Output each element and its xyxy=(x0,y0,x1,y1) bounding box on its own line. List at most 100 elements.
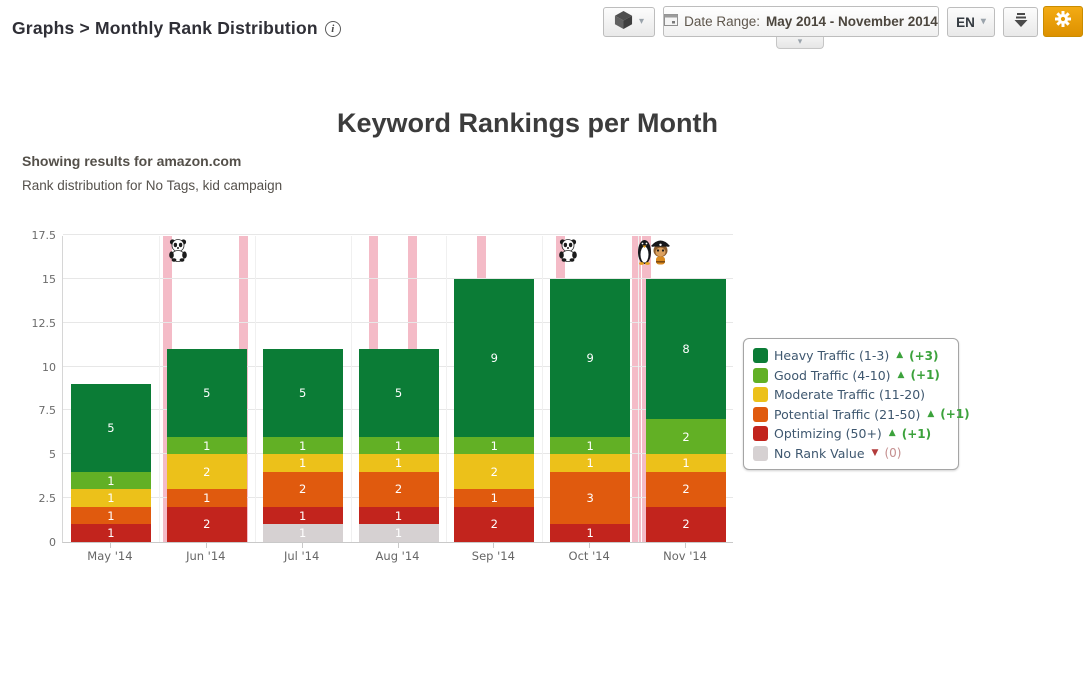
bar-segment-value: 3 xyxy=(586,491,594,506)
bar-segment[interactable]: 1 xyxy=(166,436,247,455)
bar-segment[interactable]: 9 xyxy=(454,278,535,437)
bar-segment-value: 1 xyxy=(107,473,115,488)
bar-segment[interactable]: 5 xyxy=(70,384,151,472)
bar-segment[interactable]: 2 xyxy=(262,471,343,507)
bar-segment-value: 2 xyxy=(682,482,690,497)
x-axis-tick xyxy=(109,543,111,548)
bar-segment[interactable]: 2 xyxy=(454,506,535,542)
x-axis-tick-label: May '14 xyxy=(87,549,133,563)
y-axis-tick-label: 10 xyxy=(42,360,56,374)
bar-segment-value: 1 xyxy=(203,491,211,506)
bar-segment[interactable]: 1 xyxy=(358,436,439,455)
y-axis-tick-label: 15 xyxy=(42,272,56,286)
download-button[interactable] xyxy=(1003,7,1038,37)
bar-segment[interactable]: 1 xyxy=(70,489,151,507)
y-gridline xyxy=(63,234,733,235)
bar-segment-value: 2 xyxy=(682,429,690,444)
x-gridline xyxy=(638,236,640,542)
x-axis-tick xyxy=(397,543,399,548)
bar-segment[interactable]: 1 xyxy=(262,524,343,542)
bar-segment-value: 2 xyxy=(203,464,211,479)
bar-segment[interactable]: 1 xyxy=(262,506,343,525)
modules-button[interactable]: ▾ xyxy=(603,7,655,37)
x-gridline xyxy=(254,236,256,542)
bar-segment[interactable]: 5 xyxy=(358,349,439,437)
bar-segment[interactable]: 1 xyxy=(358,454,439,472)
y-axis-tick-label: 7.5 xyxy=(38,404,57,418)
bar-segment[interactable]: 2 xyxy=(166,454,247,490)
bar-segment[interactable]: 1 xyxy=(70,471,151,490)
bar-segment[interactable]: 1 xyxy=(454,489,535,507)
event-marker-stripe xyxy=(632,236,641,542)
bar-segment[interactable]: 1 xyxy=(166,489,247,507)
trend-down-icon: ▼ xyxy=(871,447,879,458)
bar-segment-value: 9 xyxy=(490,350,498,365)
bar-segment-value: 2 xyxy=(394,482,403,497)
trend-up-icon: ▲ xyxy=(888,428,896,439)
y-axis-tick-label: 17.5 xyxy=(31,229,57,242)
x-axis-tick-label: Nov '14 xyxy=(663,549,708,563)
bar-segment-value: 2 xyxy=(682,517,690,532)
legend-swatch xyxy=(753,367,768,383)
x-axis-tick xyxy=(301,543,303,548)
bar-segment-value: 1 xyxy=(490,491,498,506)
x-axis-tick xyxy=(205,543,207,548)
legend-item[interactable]: No Rank Value ▼ (0) xyxy=(753,444,949,464)
legend-item[interactable]: Heavy Traffic (1-3) ▲ (+3) xyxy=(753,346,949,366)
x-axis-tick xyxy=(493,543,495,548)
bar-segment[interactable]: 2 xyxy=(646,419,727,455)
bar-segment[interactable]: 1 xyxy=(454,436,535,455)
bar-segment[interactable]: 1 xyxy=(358,506,439,525)
bar-segment[interactable]: 1 xyxy=(550,436,631,455)
y-axis-tick-label: 2.5 xyxy=(38,492,57,506)
bar-segment-value: 1 xyxy=(586,456,594,471)
date-range-expander[interactable]: ▾ xyxy=(776,35,824,49)
bar-segment[interactable]: 3 xyxy=(550,471,631,525)
bar-segment[interactable]: 1 xyxy=(646,454,727,472)
info-icon[interactable]: i xyxy=(324,20,341,37)
bar-segment-value: 2 xyxy=(203,517,211,532)
bar-segment[interactable]: 2 xyxy=(646,471,727,507)
bar-segment[interactable]: 9 xyxy=(550,278,631,437)
chevron-down-icon: ▾ xyxy=(980,16,986,27)
settings-button[interactable] xyxy=(1043,6,1083,37)
trend-up-icon: ▲ xyxy=(927,408,935,419)
bar-segment[interactable]: 1 xyxy=(550,454,631,472)
date-range-button[interactable]: Date Range: May 2014 - November 2014 xyxy=(663,6,939,37)
x-axis-tick xyxy=(685,543,687,548)
legend-item[interactable]: Optimizing (50+) ▲ (+1) xyxy=(753,424,949,444)
bar-segment[interactable]: 8 xyxy=(646,278,727,420)
bar-segment-value: 1 xyxy=(107,508,115,523)
bar-segment-value: 1 xyxy=(107,491,115,506)
chart-title: Keyword Rankings per Month xyxy=(336,108,719,138)
chevron-down-icon: ▾ xyxy=(797,35,803,46)
bar-segment[interactable]: 5 xyxy=(166,349,247,437)
legend-item[interactable]: Moderate Traffic (11-20) xyxy=(753,385,949,405)
bar-segment-value: 1 xyxy=(490,438,498,453)
bar-segment[interactable]: 1 xyxy=(70,506,151,525)
bar-segment[interactable]: 2 xyxy=(646,506,727,542)
bar-segment-value: 1 xyxy=(298,526,307,541)
bar-segment[interactable]: 1 xyxy=(550,524,631,542)
x-axis-tick-label: Oct '14 xyxy=(568,549,610,563)
x-axis-tick-label: Jun '14 xyxy=(186,549,226,563)
x-gridline xyxy=(350,236,352,542)
legend-delta: (+1) xyxy=(910,368,940,383)
bar-segment[interactable]: 5 xyxy=(262,349,343,437)
bar-segment-value: 5 xyxy=(203,385,211,400)
legend-swatch xyxy=(753,445,768,461)
legend-item[interactable]: Good Traffic (4-10) ▲ (+1) xyxy=(753,366,949,386)
bar-segment[interactable]: 1 xyxy=(70,524,151,542)
bar-segment[interactable]: 2 xyxy=(454,454,535,490)
x-axis-tick-label: Sep '14 xyxy=(471,549,515,563)
bar-segment-value: 1 xyxy=(586,438,594,453)
bar-segment[interactable]: 2 xyxy=(358,471,439,507)
legend-swatch xyxy=(753,348,768,364)
bar-segment[interactable]: 2 xyxy=(166,506,247,542)
bar-segment[interactable]: 1 xyxy=(358,524,439,542)
bar-segment[interactable]: 1 xyxy=(262,436,343,455)
bar-segment[interactable]: 1 xyxy=(262,454,343,472)
legend-item[interactable]: Potential Traffic (21-50) ▲ (+1) xyxy=(753,405,970,425)
language-button[interactable]: EN ▾ xyxy=(947,7,995,37)
x-gridline xyxy=(542,236,544,542)
